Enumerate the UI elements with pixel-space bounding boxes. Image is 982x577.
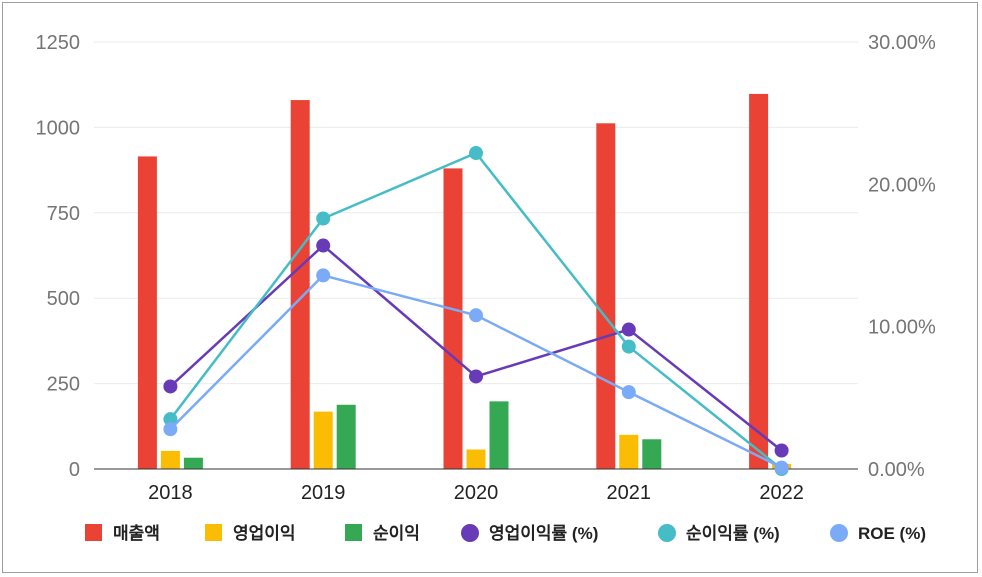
data-point <box>774 443 789 458</box>
data-point <box>316 238 331 253</box>
legend-label: 영업이익률 (%) <box>489 524 598 543</box>
bar <box>160 450 180 469</box>
legend-marker <box>461 524 479 542</box>
bar <box>596 123 616 470</box>
bar <box>749 93 769 469</box>
data-point <box>469 308 483 323</box>
legend-swatch <box>85 524 102 541</box>
y-right-tick-label: 30.00% <box>868 32 936 54</box>
y-right-tick-label: 10.00% <box>868 317 936 339</box>
bar <box>443 168 463 469</box>
data-point <box>469 369 483 384</box>
legend-item: 매출액 <box>85 524 160 543</box>
legend-item: 순이익률 (%) <box>658 524 780 543</box>
bar <box>489 401 509 469</box>
right-axis-ticks: 0.00% 10.00% 20.00% 30.00% <box>868 32 936 481</box>
data-point <box>316 268 331 283</box>
data-point <box>163 379 178 394</box>
x-axis-ticks: 2018 2019 2020 2021 2022 <box>148 482 804 504</box>
bar <box>137 156 157 469</box>
x-tick-label: 2020 <box>454 482 499 504</box>
legend-label: 매출액 <box>113 524 160 543</box>
data-point <box>163 422 178 437</box>
y-left-tick-label: 750 <box>47 203 80 225</box>
x-tick-label: 2018 <box>148 482 193 504</box>
legend-label: 영업이익 <box>233 524 296 543</box>
left-axis-ticks: 0 250 500 750 1000 1250 <box>36 32 81 481</box>
legend-label: 순이익 <box>373 524 420 543</box>
legend-item: 순이익 <box>345 524 420 543</box>
legend-item: ROE (%) <box>830 524 926 543</box>
data-point <box>316 211 331 226</box>
x-tick-label: 2022 <box>759 482 804 504</box>
y-right-tick-label: 0.00% <box>868 459 925 481</box>
bar <box>642 439 662 469</box>
data-point <box>774 460 789 475</box>
y-left-tick-label: 250 <box>47 374 80 396</box>
bar <box>183 457 203 469</box>
bar <box>290 100 310 470</box>
legend-marker <box>830 524 848 542</box>
legend-label: 순이익률 (%) <box>686 524 780 543</box>
legend-swatch <box>345 524 362 541</box>
legend-marker <box>658 524 676 542</box>
series-line <box>169 243 783 452</box>
bar <box>336 404 356 469</box>
y-right-tick-label: 20.00% <box>868 174 936 196</box>
legend-label: ROE (%) <box>858 524 926 543</box>
y-left-tick-label: 500 <box>47 288 80 310</box>
legend-swatch <box>205 524 222 541</box>
y-left-tick-label: 1000 <box>36 117 81 139</box>
legend-item: 영업이익 <box>205 524 296 543</box>
data-point <box>621 322 636 337</box>
data-point <box>621 339 636 354</box>
gridlines <box>94 41 858 385</box>
legend: 매출액 영업이익 순이익 영업이익률 (%) 순이익률 (%) ROE (%) <box>85 524 926 543</box>
data-point <box>621 385 636 400</box>
data-point <box>469 146 483 161</box>
bar <box>313 411 333 469</box>
line-series <box>163 146 789 476</box>
bar <box>466 449 486 469</box>
x-tick-label: 2019 <box>301 482 346 504</box>
legend-item: 영업이익률 (%) <box>461 524 598 543</box>
y-left-tick-label: 1250 <box>36 32 81 54</box>
bar <box>619 434 639 469</box>
bar-series <box>137 93 792 470</box>
y-left-tick-label: 0 <box>69 459 80 481</box>
data-point <box>163 412 178 427</box>
x-tick-label: 2021 <box>607 482 652 504</box>
